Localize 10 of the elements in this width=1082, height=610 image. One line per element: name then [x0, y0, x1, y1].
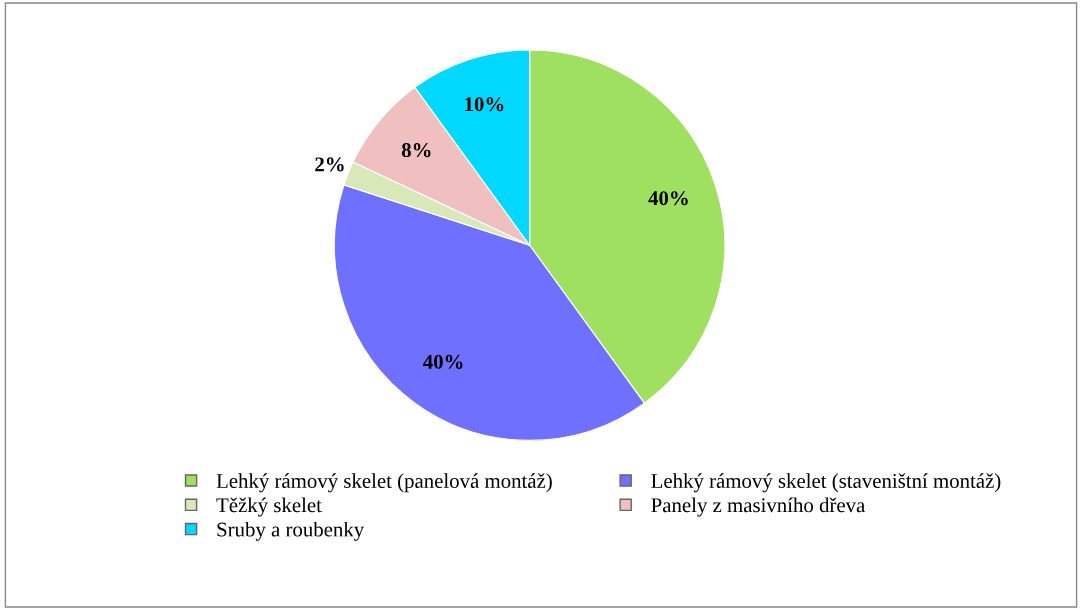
data-label: 40%: [648, 191, 688, 206]
data-label: 40%: [423, 354, 463, 369]
data-label: 10%: [465, 97, 504, 112]
data-label: 2%: [315, 157, 344, 172]
legend-label: Těžký skelet: [216, 497, 322, 517]
data-label: 8%: [401, 143, 431, 158]
legend-label: Sruby a roubenky: [217, 521, 365, 541]
legend-label: Panely z masivního dřeva: [651, 497, 866, 517]
legend-label: Lehký rámový skelet (staveništní montáž): [651, 473, 1001, 493]
legend-label: Lehký rámový skelet (panelová montáž): [216, 473, 552, 493]
